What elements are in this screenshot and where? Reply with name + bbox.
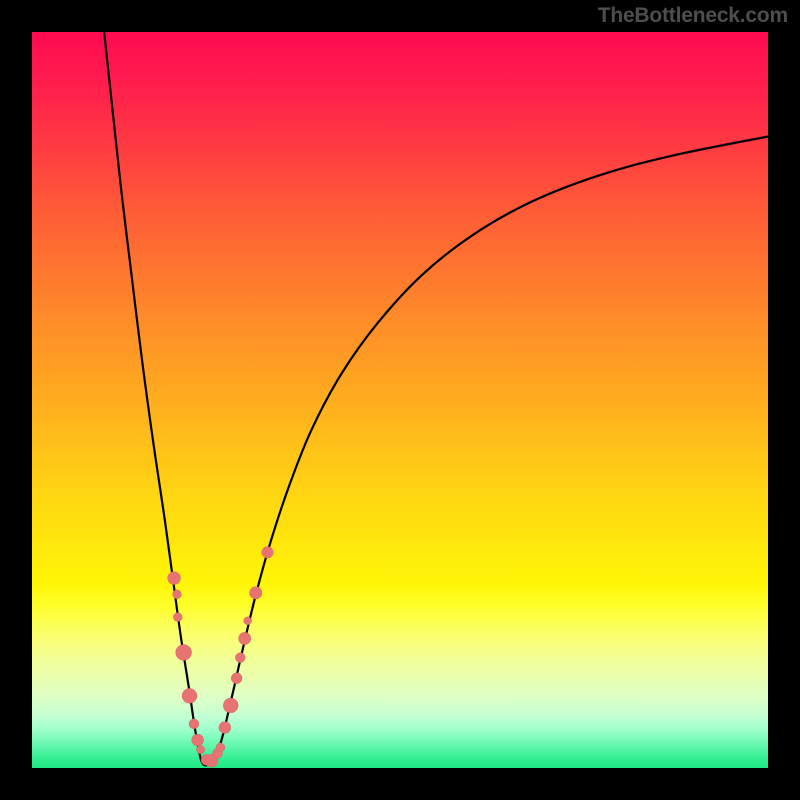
data-marker — [168, 572, 181, 585]
plot-area — [32, 32, 768, 768]
data-marker — [176, 644, 192, 660]
marker-layer — [168, 547, 274, 768]
data-marker — [182, 688, 197, 703]
data-marker — [192, 734, 204, 746]
data-marker — [235, 653, 245, 663]
data-marker — [173, 613, 182, 622]
data-marker — [216, 743, 225, 752]
data-marker — [249, 587, 262, 600]
left-curve — [104, 32, 207, 766]
data-marker — [172, 590, 181, 599]
data-marker — [239, 632, 251, 644]
data-marker — [244, 617, 252, 625]
data-marker — [231, 673, 242, 684]
data-marker — [196, 745, 204, 753]
right-curve — [209, 137, 768, 766]
attribution-text: TheBottleneck.com — [598, 4, 788, 28]
chart-overlay — [32, 32, 768, 768]
data-marker — [219, 722, 231, 734]
data-marker — [189, 719, 199, 729]
data-marker — [223, 698, 238, 713]
canvas: TheBottleneck.com — [0, 0, 800, 800]
data-marker — [262, 547, 274, 559]
